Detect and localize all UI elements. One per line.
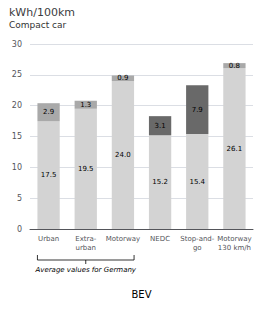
svg-text:urban: urban xyxy=(76,244,96,252)
svg-text:BEV: BEV xyxy=(131,289,151,300)
svg-text:0: 0 xyxy=(17,225,22,234)
svg-text:go: go xyxy=(193,244,202,252)
svg-text:10: 10 xyxy=(12,163,22,172)
svg-text:24.0: 24.0 xyxy=(115,151,131,159)
svg-text:19.5: 19.5 xyxy=(78,165,94,173)
svg-text:Average values for Germany: Average values for Germany xyxy=(34,266,136,274)
svg-text:130 km/h: 130 km/h xyxy=(218,244,251,252)
svg-text:2.9: 2.9 xyxy=(43,108,54,116)
svg-text:5: 5 xyxy=(17,194,22,203)
svg-text:0.9: 0.9 xyxy=(117,74,128,82)
svg-text:15.4: 15.4 xyxy=(189,178,205,186)
svg-text:20: 20 xyxy=(12,101,22,110)
svg-text:26.1: 26.1 xyxy=(227,145,243,153)
svg-text:7.9: 7.9 xyxy=(192,106,203,114)
svg-text:25: 25 xyxy=(12,70,22,79)
svg-text:Extra-: Extra- xyxy=(75,235,96,243)
svg-text:Motorway: Motorway xyxy=(106,235,140,243)
svg-text:kWh/100km: kWh/100km xyxy=(9,6,75,19)
svg-text:Urban: Urban xyxy=(38,235,59,243)
svg-text:Motorway: Motorway xyxy=(217,235,251,243)
svg-text:Compact car: Compact car xyxy=(9,20,67,30)
svg-text:15.2: 15.2 xyxy=(152,178,168,186)
svg-text:17.5: 17.5 xyxy=(41,171,57,179)
svg-text:NEDC: NEDC xyxy=(150,235,170,243)
svg-text:15: 15 xyxy=(12,132,22,141)
svg-text:3.1: 3.1 xyxy=(155,122,166,130)
svg-text:0.8: 0.8 xyxy=(229,62,240,70)
svg-text:Stop-and-: Stop-and- xyxy=(180,235,215,243)
svg-text:30: 30 xyxy=(12,40,22,49)
svg-text:1.3: 1.3 xyxy=(80,101,91,109)
